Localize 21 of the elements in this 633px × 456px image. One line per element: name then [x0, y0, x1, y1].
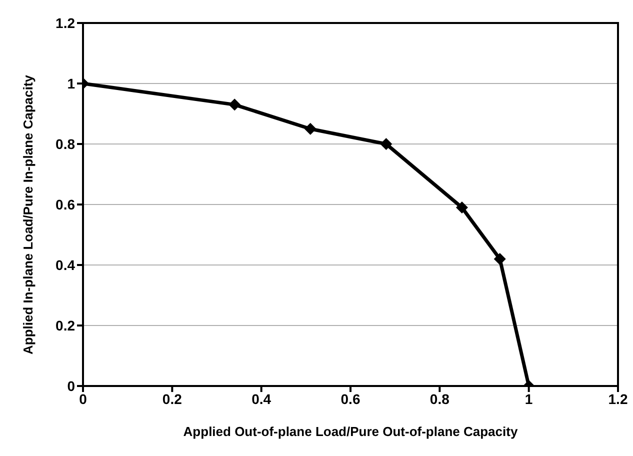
point [494, 252, 506, 265]
point [304, 122, 316, 135]
point [456, 202, 468, 214]
y-tick-label: 1.2 [56, 14, 76, 31]
y-tick-label: 0.2 [56, 317, 76, 334]
point [380, 138, 392, 150]
y-tick-label: 1 [67, 75, 76, 92]
x-tick-label: 1.2 [608, 390, 628, 407]
y-tick-label: 0.6 [56, 196, 76, 212]
y-tick-label: 0.4 [56, 256, 76, 273]
y-tick-label: 0 [67, 378, 76, 394]
y-axis-title: Applied In-plane Load/Pure In-plane Capacity [20, 74, 36, 354]
x-tick-label: 0 [79, 390, 88, 407]
point [228, 98, 241, 111]
x-tick-label: 0.8 [430, 390, 450, 407]
x-tick-label: 0.2 [162, 390, 182, 407]
y-tick-label: 0.8 [56, 136, 76, 152]
x-tick-label: 1 [524, 390, 533, 407]
x-axis-title: Applied Out-of-plane Load/Pure Out-of-plane Capacity [183, 424, 518, 439]
x-tick-label: 0.6 [340, 390, 360, 407]
x-tick-label: 0.4 [252, 390, 272, 407]
